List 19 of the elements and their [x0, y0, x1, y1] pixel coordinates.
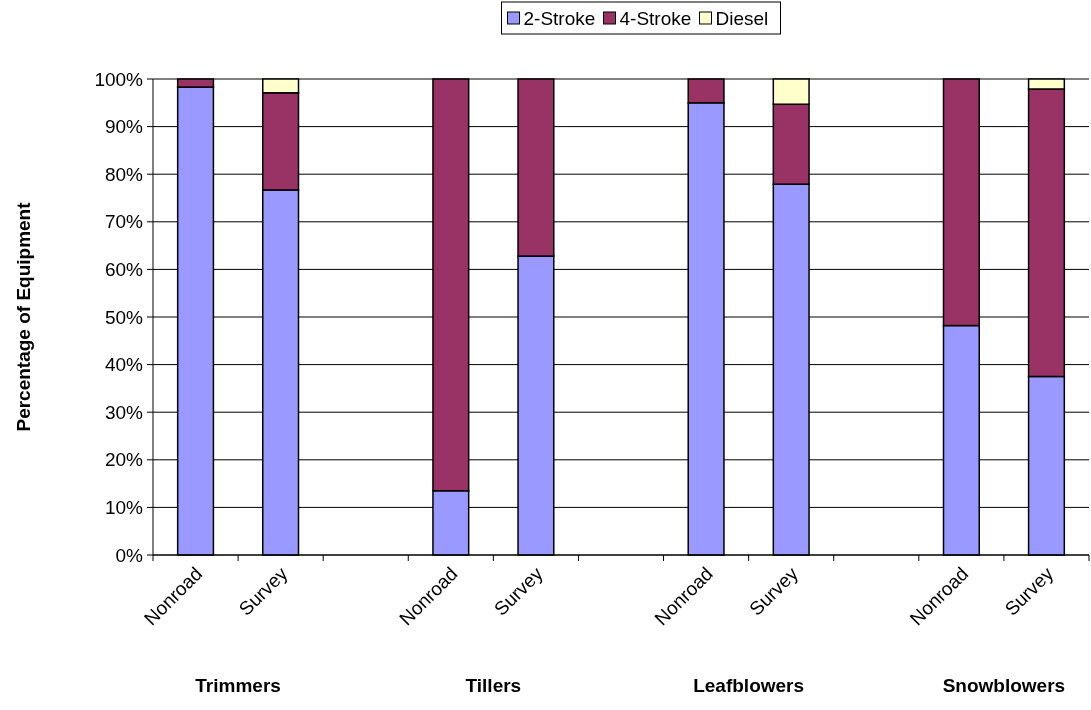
y-tick-label: 50% — [104, 306, 144, 328]
y-axis-title: Percentage of Equipment — [13, 201, 34, 432]
legend-label: 4-Stroke — [619, 7, 692, 29]
text: Tillers — [465, 675, 522, 696]
y-tick-label: 40% — [104, 354, 144, 376]
text: Trimmers — [195, 675, 281, 696]
y-tick-label: 0% — [115, 544, 144, 566]
text: Snowblowers — [942, 675, 1066, 696]
y-tick-label: 30% — [104, 401, 144, 423]
y-tick-label: 20% — [104, 449, 144, 471]
y-tick-label: 70% — [104, 211, 144, 233]
y-tick-label: 100% — [94, 68, 144, 90]
y-tick-label: 10% — [104, 497, 144, 519]
y-tick-label: 60% — [104, 259, 144, 281]
legend-label: 2-Stroke — [523, 7, 596, 29]
y-tick-label: 80% — [104, 163, 144, 185]
y-tick-label: 90% — [104, 116, 144, 138]
legend-label: Diesel — [715, 7, 769, 29]
text: Leafblowers — [693, 675, 805, 696]
